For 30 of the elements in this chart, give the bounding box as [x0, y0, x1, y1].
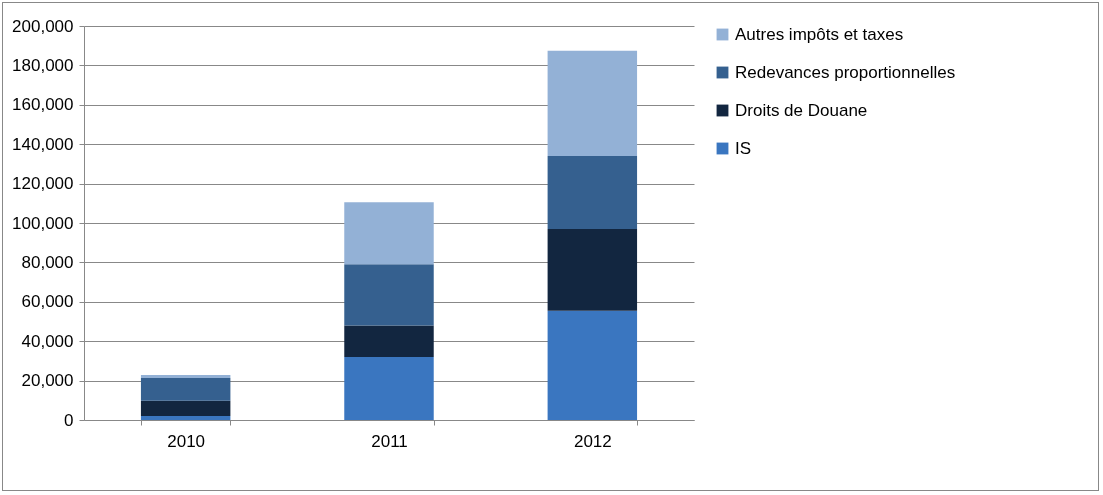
y-tick-label: 160,000: [12, 95, 74, 115]
bar: [344, 325, 434, 357]
y-tick-label: 140,000: [12, 134, 74, 154]
legend-label: Redevances proportionnelles: [735, 62, 956, 82]
y-tick-label: 60,000: [21, 292, 74, 312]
x-tick-label: 2011: [371, 431, 408, 451]
bar: [344, 202, 434, 265]
x-tick-label: 2010: [167, 431, 206, 451]
bar: [547, 156, 638, 229]
bar: [140, 375, 231, 379]
legend-label: Autres impôts et taxes: [735, 24, 904, 44]
y-tick-label: 180,000: [12, 55, 74, 75]
bar: [344, 356, 434, 420]
legend-label: IS: [735, 138, 752, 158]
y-tick-label: 200,000: [12, 16, 74, 36]
y-tick-label: 80,000: [21, 252, 74, 272]
bar: [344, 264, 434, 326]
bar: [547, 310, 638, 420]
y-tick-label: 120,000: [12, 174, 74, 194]
bar: [140, 400, 231, 417]
y-tick-label: 0: [64, 410, 74, 430]
legend-label: Droits de Douane: [735, 100, 868, 120]
bar: [547, 228, 638, 311]
y-tick-label: 100,000: [12, 213, 74, 233]
x-tick-label: 2012: [573, 431, 612, 451]
bar: [140, 378, 231, 401]
y-tick-label: 20,000: [21, 371, 74, 391]
bar: [547, 50, 638, 157]
bar: [140, 416, 231, 420]
y-tick-label: 40,000: [21, 331, 74, 351]
